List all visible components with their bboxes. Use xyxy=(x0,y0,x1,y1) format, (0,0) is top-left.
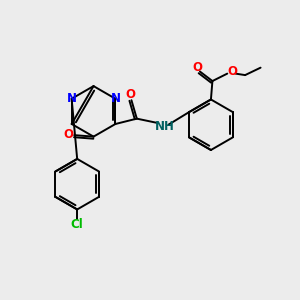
Text: N: N xyxy=(110,92,120,105)
Text: NH: NH xyxy=(155,120,175,133)
Text: O: O xyxy=(227,65,237,78)
Text: O: O xyxy=(126,88,136,101)
Text: O: O xyxy=(192,61,202,74)
Text: Cl: Cl xyxy=(71,218,84,231)
Text: O: O xyxy=(64,128,74,141)
Text: N: N xyxy=(67,92,76,105)
